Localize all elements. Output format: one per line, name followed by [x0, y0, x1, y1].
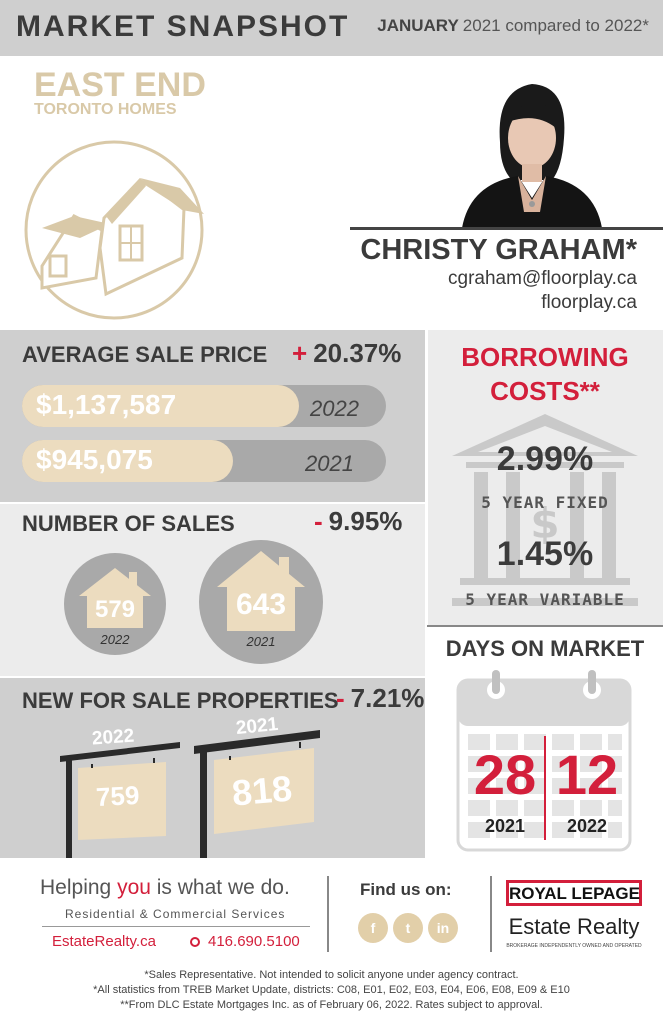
new-for-sale-title: NEW FOR SALE PROPERTIES — [22, 688, 339, 713]
page-title: MARKET SNAPSHOT — [16, 10, 350, 43]
find-us-label: Find us on: — [360, 880, 452, 899]
sales-value-2022: 579 — [94, 596, 136, 623]
dom-value-2022: 12 — [555, 743, 619, 806]
bank-building-icon: $ — [452, 414, 638, 606]
price-year-2022: 2022 — [310, 396, 359, 421]
area-name: EAST END — [34, 66, 206, 104]
brand-office-name: Estate Realty — [508, 914, 640, 939]
divider — [0, 676, 427, 678]
sales-year-2022: 2022 — [100, 632, 130, 647]
rate-fixed-value: 2.99% — [496, 440, 594, 478]
brand-tagline: BROKERAGE INDEPENDENTLY OWNED AND OPERAT… — [506, 943, 642, 949]
office-website-link[interactable]: EstateRealty.ca — [52, 933, 156, 950]
rate-variable-label: 5 YEAR VARIABLE — [465, 590, 625, 609]
dom-value-2021: 28 — [473, 743, 537, 806]
sale-sign-2022-icon — [60, 742, 180, 858]
agent-photo — [452, 72, 608, 228]
report-period: JANUARY 2021 compared to 2022* — [377, 16, 649, 36]
agent-website-link[interactable]: floorplay.ca — [541, 292, 637, 313]
borrowing-costs-title: BORROWING COSTS** — [427, 340, 663, 408]
agent-name: CHRISTY GRAHAM* — [360, 234, 637, 266]
price-value-2022: $1,137,587 — [36, 389, 177, 420]
price-bar-fill — [22, 440, 233, 482]
calendar-icon — [456, 670, 632, 852]
tagline-highlight: you — [117, 876, 151, 899]
phone-icon — [190, 937, 200, 948]
house-icon — [79, 568, 151, 628]
agent-email-link[interactable]: cgraham@floorplay.ca — [448, 268, 637, 289]
rate-fixed-label: 5 YEAR FIXED — [481, 493, 609, 512]
price-bar-2022 — [22, 385, 386, 427]
dom-year-2021: 2021 — [484, 816, 526, 836]
number-of-sales-title: NUMBER OF SALES — [22, 511, 235, 536]
houses-illustration-icon — [24, 140, 204, 320]
brand-logo-inner — [509, 883, 639, 903]
price-bar-2021 — [22, 440, 386, 482]
footer-separator — [490, 876, 492, 952]
change-value: 20.37% — [313, 338, 402, 368]
divider — [0, 502, 427, 504]
footer-divider — [42, 926, 310, 927]
header-bar — [0, 0, 663, 56]
tagline: Helping you is what we do. — [40, 876, 290, 900]
average-sale-price-title: AVERAGE SALE PRICE — [22, 342, 268, 367]
price-year-2021: 2021 — [305, 451, 354, 476]
change-sign: - — [314, 506, 323, 536]
report-month: JANUARY — [377, 16, 459, 35]
dom-year-2022: 2022 — [566, 816, 608, 836]
change-sign: - — [336, 683, 345, 713]
average-sale-price-change: +20.37% — [292, 338, 401, 369]
sales-year-2021: 2021 — [246, 634, 276, 649]
phone-number: 416.690.5100 — [208, 933, 300, 950]
change-value: 7.21% — [350, 683, 425, 713]
footnote-2: *All statistics from TREB Market Update,… — [93, 984, 570, 996]
price-value-2021: $945,075 — [36, 444, 153, 475]
footnote-1: *Sales Representative. Not intended to s… — [144, 969, 519, 981]
twitter-icon[interactable]: t — [393, 913, 423, 943]
sale-sign-value-2021: 818 — [230, 767, 294, 814]
sales-value-2021: 643 — [235, 588, 287, 621]
change-value: 9.95% — [328, 506, 403, 536]
borrowing-costs-panel — [427, 330, 663, 626]
brand-name: ROYAL LEPAGE — [509, 884, 640, 903]
rate-variable-value: 1.45% — [496, 535, 594, 573]
house-icon — [217, 551, 305, 631]
price-bar-fill — [22, 385, 299, 427]
divider — [425, 330, 428, 858]
facebook-icon[interactable]: f — [358, 913, 388, 943]
new-for-sale-change: -7.21% — [336, 683, 424, 714]
area-subtitle: TORONTO HOMES — [34, 101, 177, 118]
tagline-part: Helping — [40, 876, 118, 899]
sale-sign-2021-icon — [194, 730, 320, 858]
borrowing-title-line2: COSTS** — [490, 376, 600, 406]
report-comparison: 2021 compared to 2022* — [462, 16, 649, 35]
divider — [427, 625, 663, 627]
office-phone[interactable]: 416.690.5100 — [190, 933, 300, 950]
services-subtitle: Residential & Commercial Services — [65, 907, 286, 921]
change-sign: + — [292, 338, 308, 368]
footer-separator — [327, 876, 329, 952]
number-of-sales-change: -9.95% — [314, 506, 402, 537]
days-on-market-title: DAYS ON MARKET — [445, 636, 645, 661]
sale-sign-year-2022: 2022 — [91, 725, 135, 750]
svg-text:$: $ — [530, 499, 559, 548]
linkedin-icon[interactable]: in — [428, 913, 458, 943]
sale-sign-value-2022: 759 — [95, 779, 141, 813]
sale-sign-year-2021: 2021 — [234, 713, 280, 740]
borrowing-title-line1: BORROWING — [461, 342, 629, 372]
tagline-part: is what we do. — [150, 876, 290, 899]
agent-divider — [350, 227, 663, 230]
footnote-3: **From DLC Estate Mortgages Inc. as of F… — [120, 999, 543, 1011]
